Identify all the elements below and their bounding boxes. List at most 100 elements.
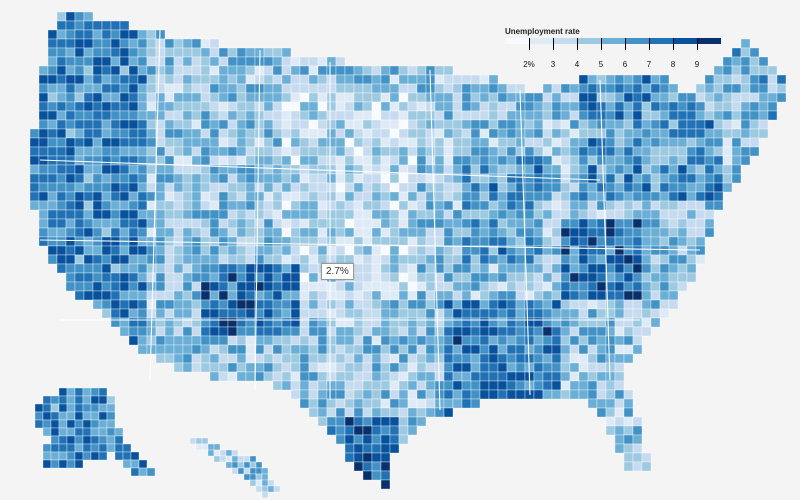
county[interactable] [261, 467, 269, 475]
county[interactable] [560, 128, 571, 139]
county[interactable] [227, 272, 238, 283]
county[interactable] [119, 281, 130, 292]
county[interactable] [641, 110, 652, 121]
county[interactable] [353, 254, 364, 265]
county[interactable] [434, 254, 445, 265]
county[interactable] [380, 290, 391, 301]
county[interactable] [290, 272, 301, 283]
county[interactable] [677, 164, 688, 175]
county[interactable] [106, 435, 116, 445]
county[interactable] [776, 92, 787, 103]
county[interactable] [82, 419, 92, 429]
county[interactable] [353, 326, 364, 337]
county[interactable] [731, 146, 742, 157]
county[interactable] [227, 254, 238, 265]
county[interactable] [542, 164, 553, 175]
county[interactable] [677, 146, 688, 157]
county[interactable] [58, 435, 68, 445]
county[interactable] [605, 173, 616, 184]
county[interactable] [65, 101, 76, 112]
county[interactable] [380, 263, 391, 274]
county[interactable] [119, 317, 130, 328]
county[interactable] [245, 371, 256, 382]
county[interactable] [218, 65, 229, 76]
county[interactable] [389, 110, 400, 121]
county[interactable] [560, 299, 571, 310]
county[interactable] [317, 317, 328, 328]
county[interactable] [416, 182, 427, 193]
county[interactable] [245, 146, 256, 157]
county[interactable] [569, 110, 580, 121]
county[interactable] [218, 173, 229, 184]
county[interactable] [398, 353, 409, 364]
county[interactable] [578, 245, 589, 256]
county[interactable] [443, 218, 454, 229]
county[interactable] [227, 263, 238, 274]
county[interactable] [740, 137, 751, 148]
county[interactable] [452, 74, 463, 85]
county[interactable] [515, 290, 526, 301]
county[interactable] [213, 443, 221, 451]
county[interactable] [371, 317, 382, 328]
county[interactable] [29, 137, 40, 148]
county[interactable] [83, 227, 94, 238]
county[interactable] [209, 281, 220, 292]
county[interactable] [182, 137, 193, 148]
county[interactable] [272, 182, 283, 193]
county[interactable] [106, 427, 116, 437]
county[interactable] [66, 435, 76, 445]
county[interactable] [101, 290, 112, 301]
county[interactable] [326, 128, 337, 139]
county[interactable] [695, 110, 706, 121]
county[interactable] [50, 395, 60, 405]
county[interactable] [236, 155, 247, 166]
county[interactable] [506, 218, 517, 229]
county[interactable] [299, 371, 310, 382]
county[interactable] [632, 434, 643, 445]
county[interactable] [90, 435, 100, 445]
county[interactable] [236, 47, 247, 58]
county[interactable] [524, 236, 535, 247]
county[interactable] [191, 218, 202, 229]
county[interactable] [164, 92, 175, 103]
county[interactable] [371, 137, 382, 148]
county[interactable] [497, 128, 508, 139]
county[interactable] [677, 209, 688, 220]
county[interactable] [74, 272, 85, 283]
county[interactable] [227, 83, 238, 94]
county[interactable] [767, 74, 778, 85]
county[interactable] [74, 56, 85, 67]
county[interactable] [219, 449, 227, 457]
county[interactable] [110, 272, 121, 283]
county[interactable] [560, 236, 571, 247]
county[interactable] [344, 191, 355, 202]
county[interactable] [506, 371, 517, 382]
county[interactable] [551, 137, 562, 148]
county[interactable] [425, 227, 436, 238]
county[interactable] [47, 101, 58, 112]
county[interactable] [191, 83, 202, 94]
county[interactable] [551, 119, 562, 130]
county[interactable] [542, 200, 553, 211]
county[interactable] [110, 200, 121, 211]
county[interactable] [587, 209, 598, 220]
county[interactable] [587, 317, 598, 328]
county[interactable] [722, 119, 733, 130]
county[interactable] [461, 155, 472, 166]
county[interactable] [213, 455, 221, 463]
county[interactable] [353, 353, 364, 364]
county[interactable] [407, 101, 418, 112]
county[interactable] [407, 128, 418, 139]
county[interactable] [515, 380, 526, 391]
county[interactable] [488, 92, 499, 103]
county[interactable] [344, 209, 355, 220]
county[interactable] [209, 47, 220, 58]
county[interactable] [308, 398, 319, 409]
county[interactable] [299, 335, 310, 346]
county[interactable] [704, 92, 715, 103]
county[interactable] [443, 128, 454, 139]
county[interactable] [461, 344, 472, 355]
county[interactable] [506, 101, 517, 112]
county[interactable] [578, 101, 589, 112]
county[interactable] [308, 191, 319, 202]
